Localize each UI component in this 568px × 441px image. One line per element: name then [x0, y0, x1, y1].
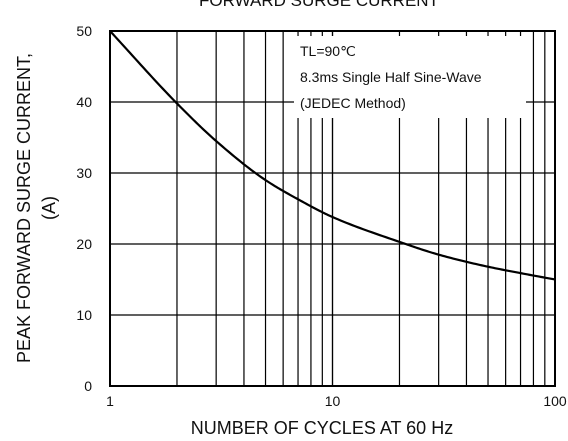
annotation-box: TL=90℃ 8.3ms Single Half Sine-Wave (JEDEC … [300, 43, 482, 111]
annotation-line: 8.3ms Single Half Sine-Wave [300, 69, 482, 85]
x-axis-label: NUMBER OF CYCLES AT 60 Hz [191, 418, 453, 438]
y-tick-label: 0 [84, 378, 92, 394]
surge-curve [109, 30, 556, 281]
x-tick-labels: 1 10 100 [106, 393, 567, 409]
y-tick-label: 20 [76, 236, 92, 252]
y-tick-label: 30 [76, 165, 92, 181]
chart-title: FORWARD SURGE CURRENT [199, 0, 439, 10]
annotation-backdrop [294, 36, 526, 118]
y-tick-label: 50 [76, 23, 92, 39]
y-tick-label: 40 [76, 94, 92, 110]
x-tick-label: 1 [106, 393, 114, 409]
y-tick-label: 10 [76, 307, 92, 323]
annotation-line: (JEDEC Method) [300, 95, 406, 111]
y-axis-unit-label: (A) [39, 196, 59, 220]
x-tick-label: 100 [543, 393, 567, 409]
x-tick-label: 10 [325, 393, 341, 409]
plot-frame [109, 30, 556, 387]
y-tick-labels: 0 10 20 30 40 50 [76, 23, 92, 394]
y-axis-label: PEAK FORWARD SURGE CURRENT, [14, 53, 34, 363]
annotation-line: TL=90℃ [300, 43, 356, 59]
